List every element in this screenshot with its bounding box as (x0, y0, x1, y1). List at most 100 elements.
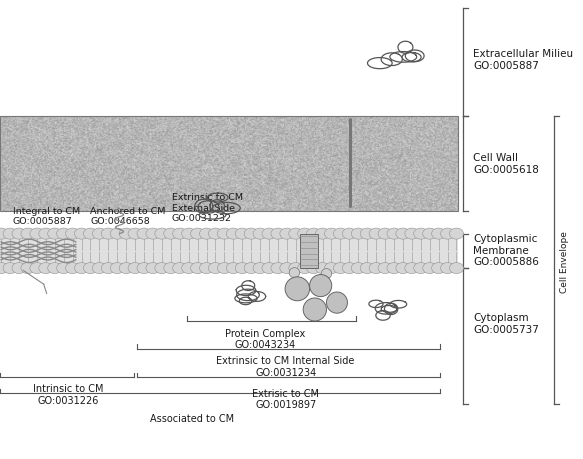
Circle shape (262, 263, 276, 274)
Circle shape (92, 263, 106, 274)
Circle shape (182, 263, 196, 274)
Circle shape (396, 263, 410, 274)
Circle shape (83, 229, 97, 240)
Circle shape (173, 263, 187, 274)
Circle shape (137, 263, 151, 274)
Circle shape (244, 263, 258, 274)
Circle shape (164, 263, 178, 274)
Ellipse shape (303, 298, 326, 321)
Circle shape (191, 229, 205, 240)
Circle shape (307, 229, 321, 240)
Circle shape (3, 263, 17, 274)
Circle shape (101, 263, 115, 274)
Ellipse shape (289, 268, 300, 278)
Circle shape (396, 229, 410, 240)
Circle shape (119, 263, 133, 274)
Circle shape (235, 263, 250, 274)
Circle shape (217, 229, 231, 240)
Circle shape (298, 263, 312, 274)
Circle shape (39, 263, 53, 274)
Circle shape (405, 263, 419, 274)
Circle shape (0, 229, 8, 240)
Circle shape (146, 229, 160, 240)
Circle shape (12, 263, 26, 274)
Circle shape (226, 229, 240, 240)
Circle shape (360, 229, 374, 240)
Circle shape (333, 263, 347, 274)
Bar (0, 234, 458, 269)
Circle shape (253, 229, 267, 240)
Text: Cytoplasmic
Membrane
GO:0005886: Cytoplasmic Membrane GO:0005886 (473, 234, 539, 267)
Circle shape (57, 229, 71, 240)
Circle shape (387, 263, 401, 274)
Circle shape (441, 229, 455, 240)
Circle shape (441, 263, 455, 274)
Circle shape (449, 229, 463, 240)
Circle shape (342, 229, 356, 240)
Circle shape (199, 229, 213, 240)
Circle shape (431, 263, 445, 274)
Circle shape (378, 229, 392, 240)
Circle shape (128, 263, 142, 274)
Circle shape (271, 263, 285, 274)
Circle shape (423, 229, 437, 240)
Circle shape (48, 229, 62, 240)
Circle shape (83, 263, 97, 274)
Circle shape (217, 263, 231, 274)
Circle shape (405, 229, 419, 240)
Text: Integral to CM
GO:0005887: Integral to CM GO:0005887 (13, 207, 80, 226)
Circle shape (369, 263, 383, 274)
Text: Cell Wall
GO:0005618: Cell Wall GO:0005618 (473, 153, 539, 174)
Circle shape (21, 229, 35, 240)
Circle shape (280, 229, 294, 240)
Circle shape (30, 229, 44, 240)
Circle shape (449, 263, 463, 274)
Text: Protein Complex
GO:0043234: Protein Complex GO:0043234 (225, 328, 305, 350)
Circle shape (191, 263, 205, 274)
Circle shape (208, 229, 223, 240)
Circle shape (289, 229, 303, 240)
Circle shape (0, 263, 8, 274)
Circle shape (333, 229, 347, 240)
Circle shape (30, 263, 44, 274)
Circle shape (164, 229, 178, 240)
Circle shape (369, 229, 383, 240)
Circle shape (128, 229, 142, 240)
Text: Associated to CM: Associated to CM (150, 413, 234, 423)
Circle shape (173, 229, 187, 240)
Circle shape (92, 229, 106, 240)
Circle shape (3, 229, 17, 240)
Bar (0, 117, 458, 211)
Circle shape (208, 263, 223, 274)
Circle shape (315, 263, 329, 274)
Text: Extrisic to CM
GO:0019897: Extrisic to CM GO:0019897 (252, 388, 319, 409)
Circle shape (423, 263, 437, 274)
Circle shape (110, 263, 124, 274)
Circle shape (414, 229, 428, 240)
Circle shape (137, 229, 151, 240)
Circle shape (48, 263, 62, 274)
Circle shape (65, 229, 80, 240)
Circle shape (298, 229, 312, 240)
Ellipse shape (321, 269, 332, 279)
Circle shape (21, 263, 35, 274)
Circle shape (146, 263, 160, 274)
Circle shape (431, 229, 445, 240)
Circle shape (262, 229, 276, 240)
Circle shape (75, 263, 89, 274)
Circle shape (155, 229, 169, 240)
Circle shape (360, 263, 374, 274)
Circle shape (378, 263, 392, 274)
Circle shape (352, 229, 366, 240)
Circle shape (325, 263, 339, 274)
Circle shape (182, 229, 196, 240)
Circle shape (315, 229, 329, 240)
Text: Intrinsic to CM
GO:0031226: Intrinsic to CM GO:0031226 (33, 383, 103, 405)
Circle shape (387, 229, 401, 240)
Text: Extrinsic to CM
External Side
GO:0031232: Extrinsic to CM External Side GO:0031232 (172, 193, 243, 223)
Circle shape (352, 263, 366, 274)
Circle shape (280, 263, 294, 274)
Circle shape (325, 229, 339, 240)
Ellipse shape (310, 275, 332, 297)
Ellipse shape (285, 277, 310, 301)
